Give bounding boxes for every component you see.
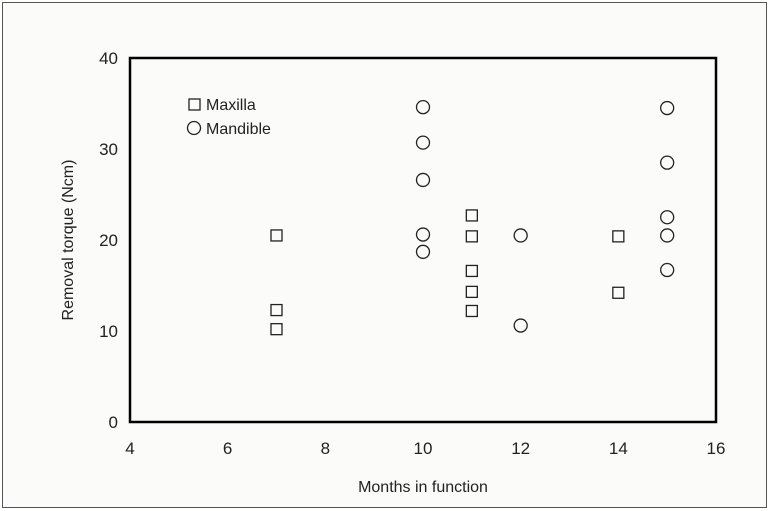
y-tick-label: 10	[99, 322, 118, 341]
x-tick-label: 14	[609, 439, 628, 458]
y-axis-ticks: 0 10 20 30 40	[99, 49, 118, 432]
x-tick-label: 6	[223, 439, 232, 458]
point-maxilla	[612, 230, 625, 243]
y-tick-label: 30	[99, 140, 118, 159]
y-tick-label: 20	[99, 231, 118, 250]
point-maxilla	[465, 209, 478, 222]
x-tick-label: 8	[321, 439, 330, 458]
point-maxilla	[465, 304, 478, 318]
x-axis-ticks: 4 6 8 10 12 14 16	[125, 439, 725, 458]
point-mandible	[660, 262, 675, 278]
point-mandible	[660, 228, 675, 243]
point-mandible	[415, 227, 431, 242]
point-maxilla	[465, 230, 478, 243]
legend-label-maxilla: Maxilla	[206, 97, 256, 114]
point-maxilla	[270, 303, 283, 317]
point-mandible	[415, 99, 431, 115]
point-mandible	[415, 135, 431, 150]
x-tick-label: 10	[414, 439, 433, 458]
data-points	[270, 99, 675, 336]
point-maxilla	[465, 285, 478, 299]
point-mandible	[513, 228, 528, 243]
point-maxilla	[270, 323, 283, 336]
point-maxilla	[270, 229, 283, 242]
y-tick-label: 0	[109, 413, 118, 432]
point-mandible	[415, 244, 431, 259]
legend: Maxilla Mandible	[186, 97, 271, 138]
point-mandible	[660, 210, 675, 225]
legend-circle-icon	[186, 120, 202, 136]
point-mandible	[660, 100, 675, 116]
point-maxilla	[612, 286, 625, 299]
plot-area	[128, 56, 718, 424]
x-axis-label: Months in function	[358, 479, 488, 496]
point-mandible	[513, 318, 528, 333]
point-mandible	[415, 172, 431, 188]
x-tick-label: 12	[511, 439, 530, 458]
x-tick-label: 4	[125, 439, 134, 458]
point-mandible	[660, 155, 675, 170]
legend-square-icon	[188, 98, 201, 111]
y-tick-label: 40	[99, 49, 118, 68]
point-maxilla	[465, 264, 478, 278]
legend-label-mandible: Mandible	[206, 121, 271, 138]
x-tick-label: 16	[707, 439, 726, 458]
y-axis-label: Removal torque (Ncm)	[60, 160, 77, 321]
